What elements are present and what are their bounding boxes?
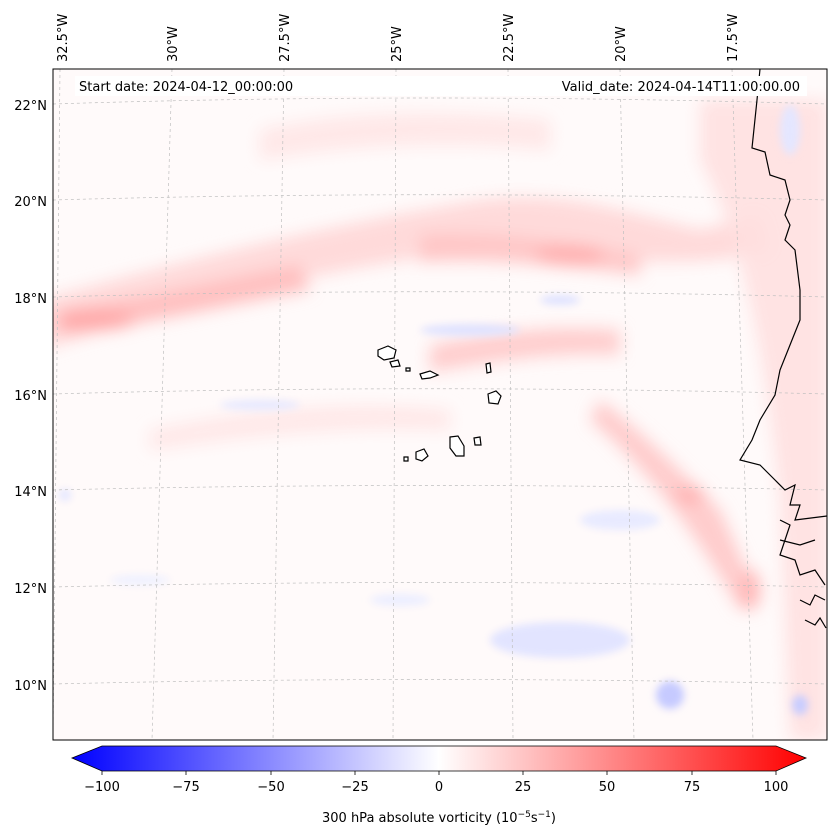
lat-label: 16°N: [14, 389, 47, 404]
lat-label: 20°N: [14, 195, 47, 210]
lon-label: 27.5°W: [278, 14, 293, 62]
colorbar-tick-label: −50: [257, 780, 284, 795]
colorbar-tick-label: 75: [684, 780, 701, 795]
lon-label: 17.5°W: [726, 14, 741, 62]
valid-date-text: Valid_date: 2024-04-14T11:00:00.00: [562, 80, 800, 95]
colorbar-tick-label: −25: [341, 780, 368, 795]
colorbar-tick-label: 100: [764, 780, 789, 795]
lat-label: 12°N: [14, 582, 47, 597]
vorticity-field: [53, 100, 827, 740]
colorbar-title: 300 hPa absolute vorticity (10−5s−1): [322, 810, 556, 826]
cape-verde-islands: [377, 345, 502, 462]
island-santo-antao: [377, 345, 397, 361]
graticule: [53, 69, 827, 740]
island-santa-luzia: [405, 367, 411, 372]
coastlines: [739, 69, 827, 629]
lat-label: 22°N: [14, 99, 47, 114]
colorbar-tick-label: 0: [435, 780, 443, 795]
map-background: [53, 69, 827, 740]
lon-label: 22.5°W: [502, 14, 517, 62]
island-sal: [485, 362, 492, 374]
colorbar-tick-label: −100: [84, 780, 120, 795]
lon-label: 32.5°W: [56, 14, 71, 62]
colorbar-tick-label: 25: [515, 780, 532, 795]
latitude-labels: 22°N 20°N 18°N 16°N 14°N 12°N 10°N: [14, 99, 47, 694]
island-maio: [473, 436, 482, 446]
island-sao-nicolau: [419, 370, 440, 380]
start-date-text: Start date: 2024-04-12_00:00:00: [79, 80, 293, 95]
island-santiago: [449, 435, 465, 457]
negative-vorticity-shading: [59, 105, 808, 715]
island-sao-vicente: [389, 359, 401, 368]
island-brava: [403, 456, 409, 462]
africa-coastline: [739, 69, 827, 521]
map-panel: Start date: 2024-04-12_00:00:00 Valid_da…: [52, 68, 828, 741]
colorbar-ticks: [101, 771, 777, 775]
lat-label: 14°N: [14, 485, 47, 500]
lon-label: 20°W: [614, 26, 629, 62]
colorbar: −100 −75 −50 −25 0 25 50 75 100 300 hPa …: [70, 745, 808, 826]
positive-vorticity-shading: [53, 100, 827, 740]
island-boa-vista: [487, 390, 502, 405]
date-banner: [75, 76, 807, 96]
lon-label: 30°W: [166, 26, 181, 62]
lat-label: 18°N: [14, 292, 47, 307]
lat-label: 10°N: [14, 679, 47, 694]
map-frame: [52, 68, 828, 741]
colorbar-tick-label: 50: [599, 780, 616, 795]
lon-label: 25°W: [390, 26, 405, 62]
colorbar-tick-labels: −100 −75 −50 −25 0 25 50 75 100: [84, 780, 788, 795]
longitude-labels: 32.5°W 30°W 27.5°W 25°W 22.5°W 20°W 17.5…: [56, 14, 741, 62]
colorbar-tick-label: −75: [172, 780, 199, 795]
island-fogo: [415, 448, 429, 462]
colorbar-bar: [70, 745, 808, 772]
